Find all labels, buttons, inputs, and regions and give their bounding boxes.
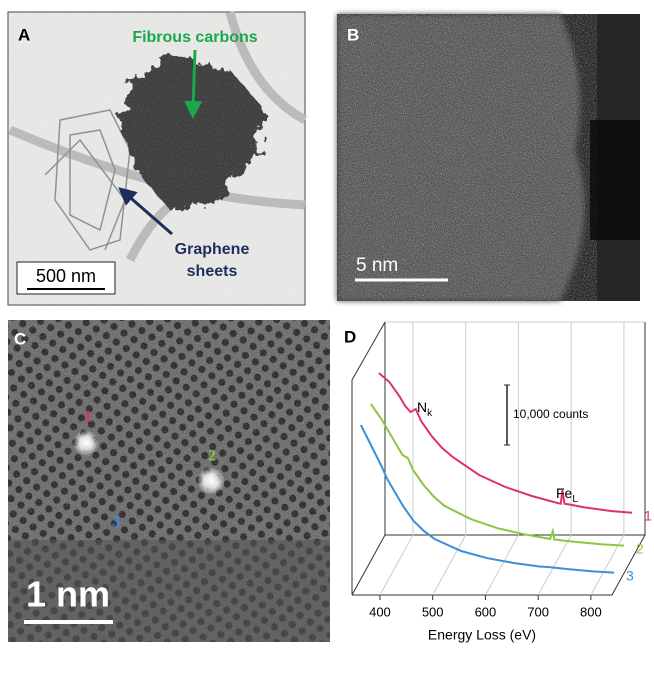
annotation-sub: L xyxy=(572,494,578,505)
annotation: FeL xyxy=(556,485,578,505)
spectrum-line xyxy=(378,372,633,514)
panel-a: A Fibrous carbons Graphene sheets 500 nm xyxy=(7,10,308,306)
series-label: 1 xyxy=(644,508,652,524)
noise xyxy=(8,12,305,305)
single-atom xyxy=(197,467,225,495)
dark-edge xyxy=(590,120,640,240)
count-scale-label: 10,000 counts xyxy=(513,407,588,421)
annotation: Fibrous carbons xyxy=(132,29,257,46)
annotation: Nk xyxy=(417,399,433,419)
x-tick-label: 600 xyxy=(475,604,497,619)
annotation-sub: k xyxy=(427,408,433,419)
grid-line xyxy=(432,534,467,596)
noise xyxy=(337,14,597,301)
scale-bar-label: 1 nm xyxy=(26,574,110,615)
spectrum-line xyxy=(370,403,625,547)
x-axis-label: Energy Loss (eV) xyxy=(428,627,536,643)
series-label: 2 xyxy=(636,540,644,556)
annotation: Graphene xyxy=(175,241,250,258)
x-tick-label: 400 xyxy=(369,604,391,619)
panel-b: B 5 nm xyxy=(337,14,640,301)
x-tick-label: 500 xyxy=(422,604,444,619)
panel-d: D 400 500 600 700 800 Energy Loss (eV) 123 Nk Fe… xyxy=(344,321,652,643)
annotation-text: Fe xyxy=(556,485,573,501)
panel-label: B xyxy=(347,25,359,44)
grid-line xyxy=(537,534,572,596)
marker: 2 xyxy=(208,448,216,465)
single-atom xyxy=(73,430,99,456)
annotation-text: N xyxy=(417,399,427,415)
grid-line xyxy=(379,534,414,596)
annotation: sheets xyxy=(187,263,238,280)
arrow xyxy=(118,187,173,236)
axis-frame xyxy=(351,321,646,596)
panel-c: C 1 2 3 1 nm xyxy=(8,320,330,642)
spectrum-line xyxy=(359,424,615,574)
x-tick-label: 800 xyxy=(580,604,602,619)
series-label: 3 xyxy=(626,567,634,583)
lower-region xyxy=(8,540,330,642)
x-tick-label: 700 xyxy=(527,604,549,619)
panel-label: C xyxy=(14,329,26,348)
marker: 1 xyxy=(84,409,92,426)
scale-bar-label: 500 nm xyxy=(36,266,96,286)
scale-bar-label: 5 nm xyxy=(356,255,398,276)
marker: 3 xyxy=(112,514,120,531)
arrow xyxy=(184,49,203,119)
panel-label: D xyxy=(344,327,356,346)
panel-label: A xyxy=(18,25,30,44)
grid-line xyxy=(484,534,519,596)
